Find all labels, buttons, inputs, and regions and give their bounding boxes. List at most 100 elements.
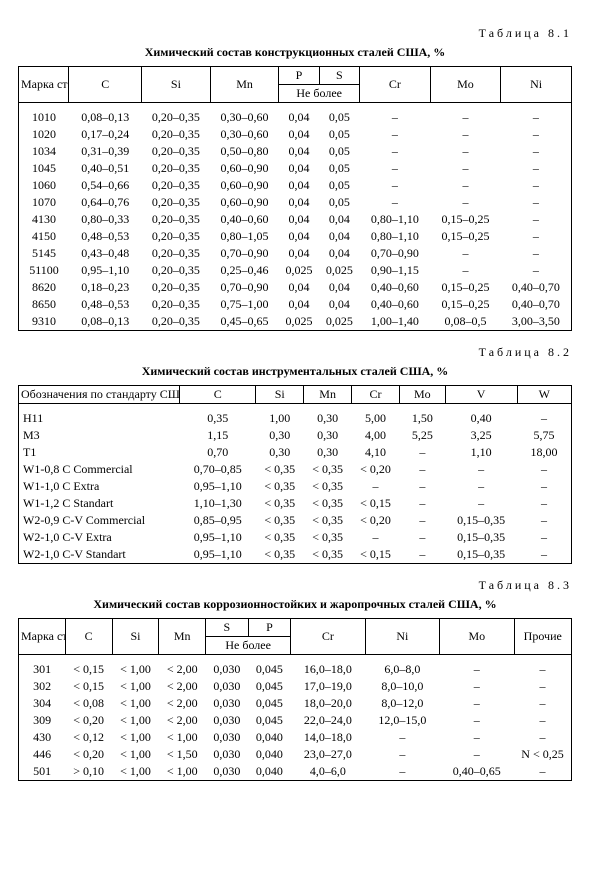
table-cell: 0,30–0,60 bbox=[210, 109, 279, 126]
table1-h-si: Si bbox=[142, 67, 211, 103]
table-row: 86500,48–0,530,20–0,350,75–1,000,040,040… bbox=[19, 296, 572, 313]
table-cell: < 1,00 bbox=[112, 695, 159, 712]
table-cell: 51100 bbox=[19, 262, 69, 279]
table-row: W2-0,9 C-V Commer­cial0,85–0,95< 0,35< 0… bbox=[19, 512, 572, 529]
table-cell: 0,030 bbox=[206, 712, 249, 729]
table-cell: 0,05 bbox=[319, 177, 359, 194]
table1: Марка стали C Si Mn P S Cr Mo Ni Не боле… bbox=[18, 66, 572, 331]
table-cell: 0,045 bbox=[248, 695, 291, 712]
table-cell: 0,030 bbox=[206, 678, 249, 695]
table-cell: – bbox=[514, 729, 572, 746]
table-cell: 302 bbox=[19, 678, 66, 695]
table-cell: 0,40–0,65 bbox=[440, 763, 514, 781]
table1-h-grade: Марка стали bbox=[19, 67, 69, 103]
table-cell: – bbox=[360, 160, 431, 177]
table-cell: – bbox=[430, 177, 501, 194]
table-cell: – bbox=[360, 126, 431, 143]
table-cell: 0,30–0,60 bbox=[210, 126, 279, 143]
table-cell: 0,15–0,25 bbox=[430, 211, 501, 228]
table2-h-v: V bbox=[445, 386, 517, 404]
table-cell: 1,50 bbox=[399, 410, 445, 427]
table-cell: 0,05 bbox=[319, 194, 359, 211]
table2-body: H110,351,000,305,001,500,40–M31,150,300,… bbox=[19, 404, 572, 564]
table-cell: 0,20–0,35 bbox=[142, 211, 211, 228]
table-cell: < 0,35 bbox=[256, 461, 304, 478]
table3-h-cr: Cr bbox=[291, 619, 365, 655]
table-cell: 1070 bbox=[19, 194, 69, 211]
table-cell: < 0,15 bbox=[352, 546, 400, 564]
table-row: 446< 0,20< 1,00< 1,500,0300,04023,0–27,0… bbox=[19, 746, 572, 763]
table-cell: 3,25 bbox=[445, 427, 517, 444]
table-cell: – bbox=[399, 495, 445, 512]
table1-h-mn: Mn bbox=[210, 67, 279, 103]
table-cell: – bbox=[517, 512, 571, 529]
table-cell: 0,30 bbox=[304, 427, 352, 444]
table-cell: – bbox=[517, 461, 571, 478]
table-cell: – bbox=[501, 177, 572, 194]
table2-head: Обозначения по стан­дарту США C Si Mn Cr… bbox=[19, 386, 572, 404]
table2-title: Химический состав инструментальных стале… bbox=[18, 364, 572, 379]
table-cell: 5145 bbox=[19, 245, 69, 262]
table-cell: 0,40–0,60 bbox=[360, 296, 431, 313]
table-cell: W2-1,0 C-V Extra bbox=[19, 529, 180, 546]
table-cell: 0,04 bbox=[279, 228, 319, 245]
table3-label: Таблица 8.3 bbox=[18, 578, 572, 593]
table-row: 309< 0,20< 1,00< 2,000,0300,04522,0–24,0… bbox=[19, 712, 572, 729]
table-cell: 0,20–0,35 bbox=[142, 228, 211, 245]
table-cell: W1-0,8 C Commercial bbox=[19, 461, 180, 478]
table-cell: 1060 bbox=[19, 177, 69, 194]
table3-h-c: C bbox=[65, 619, 112, 655]
table-cell: 5,00 bbox=[352, 410, 400, 427]
table2-h-mn: Mn bbox=[304, 386, 352, 404]
table-cell: – bbox=[360, 143, 431, 160]
table-cell: 0,40–0,51 bbox=[69, 160, 142, 177]
table-cell: M3 bbox=[19, 427, 180, 444]
table-row: 41300,80–0,330,20–0,350,40–0,600,040,040… bbox=[19, 211, 572, 228]
table2: Обозначения по стан­дарту США C Si Mn Cr… bbox=[18, 385, 572, 564]
table-cell: – bbox=[440, 678, 514, 695]
table-cell: 0,04 bbox=[279, 177, 319, 194]
table2-h-si: Si bbox=[256, 386, 304, 404]
table-cell: 0,04 bbox=[279, 143, 319, 160]
table-cell: – bbox=[514, 678, 572, 695]
table-cell: 0,025 bbox=[319, 313, 359, 331]
table-cell: 0,04 bbox=[279, 160, 319, 177]
table-cell: 6,0–8,0 bbox=[365, 661, 439, 678]
table3-h-mo: Mo bbox=[440, 619, 514, 655]
table-cell: 0,60–0,90 bbox=[210, 160, 279, 177]
table-cell: 0,08–0,13 bbox=[69, 109, 142, 126]
table-cell: 0,80–1,05 bbox=[210, 228, 279, 245]
table-cell: 1,10–1,30 bbox=[180, 495, 256, 512]
table-row: 10100,08–0,130,20–0,350,30–0,600,040,05–… bbox=[19, 109, 572, 126]
table3-h-s: S bbox=[206, 619, 249, 637]
table-cell: – bbox=[430, 245, 501, 262]
table3-h-si: Si bbox=[112, 619, 159, 655]
table-cell: 0,20–0,35 bbox=[142, 296, 211, 313]
table-cell: 0,040 bbox=[248, 729, 291, 746]
table-cell: < 2,00 bbox=[159, 661, 206, 678]
table-cell: < 0,35 bbox=[304, 461, 352, 478]
table-cell: 0,40–0,60 bbox=[210, 211, 279, 228]
table1-head: Марка стали C Si Mn P S Cr Mo Ni Не боле… bbox=[19, 67, 572, 103]
table3-h-mn: Mn bbox=[159, 619, 206, 655]
table-cell: 0,30 bbox=[256, 427, 304, 444]
table-cell: 4130 bbox=[19, 211, 69, 228]
table-cell: – bbox=[440, 712, 514, 729]
table-cell: 0,20–0,35 bbox=[142, 262, 211, 279]
table-cell: – bbox=[440, 746, 514, 763]
table-cell: – bbox=[430, 109, 501, 126]
table-cell: < 1,00 bbox=[112, 678, 159, 695]
table2-h-w: W bbox=[517, 386, 571, 404]
table-cell: < 0,08 bbox=[65, 695, 112, 712]
table-cell: – bbox=[399, 546, 445, 564]
table-cell: < 0,20 bbox=[352, 512, 400, 529]
table-cell: 0,08–0,5 bbox=[430, 313, 501, 331]
table-cell: 0,15–0,35 bbox=[445, 529, 517, 546]
table-cell: 0,045 bbox=[248, 678, 291, 695]
table-cell: 0,64–0,76 bbox=[69, 194, 142, 211]
table-cell: 0,30 bbox=[256, 444, 304, 461]
table-cell: 309 bbox=[19, 712, 66, 729]
table3-h-grade: Марка стали bbox=[19, 619, 66, 655]
table-cell: 0,04 bbox=[279, 126, 319, 143]
table-cell: 4150 bbox=[19, 228, 69, 245]
